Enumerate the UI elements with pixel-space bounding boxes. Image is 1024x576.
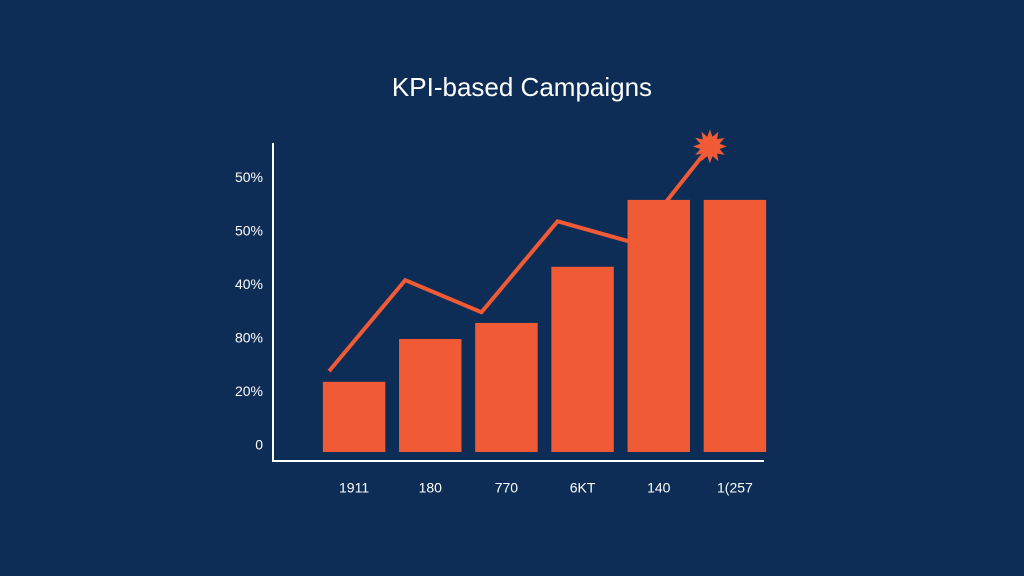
x-tick-label: 1(257 — [717, 480, 753, 496]
y-tick-label: 50% — [235, 169, 263, 185]
burst-marker — [692, 129, 727, 164]
x-tick-label: 770 — [495, 480, 519, 496]
y-tick-label: 20% — [235, 383, 263, 399]
bar — [399, 339, 462, 452]
y-tick-label: 80% — [235, 330, 263, 346]
y-tick-label: 50% — [235, 223, 263, 239]
y-tick-label: 40% — [235, 276, 263, 292]
bar — [475, 322, 538, 452]
bar — [627, 199, 690, 452]
x-tick-label: 140 — [647, 480, 671, 496]
bar — [703, 199, 767, 452]
bar — [551, 266, 614, 452]
x-tick-label: 1911 — [339, 480, 369, 496]
x-tick-label: 180 — [419, 480, 443, 496]
x-tick-label: 6KT — [570, 480, 596, 496]
y-tick-label: 0 — [255, 437, 263, 453]
trend-line — [327, 145, 712, 373]
chart-title: KPI-based Campaigns — [392, 72, 652, 102]
bar — [322, 381, 386, 452]
